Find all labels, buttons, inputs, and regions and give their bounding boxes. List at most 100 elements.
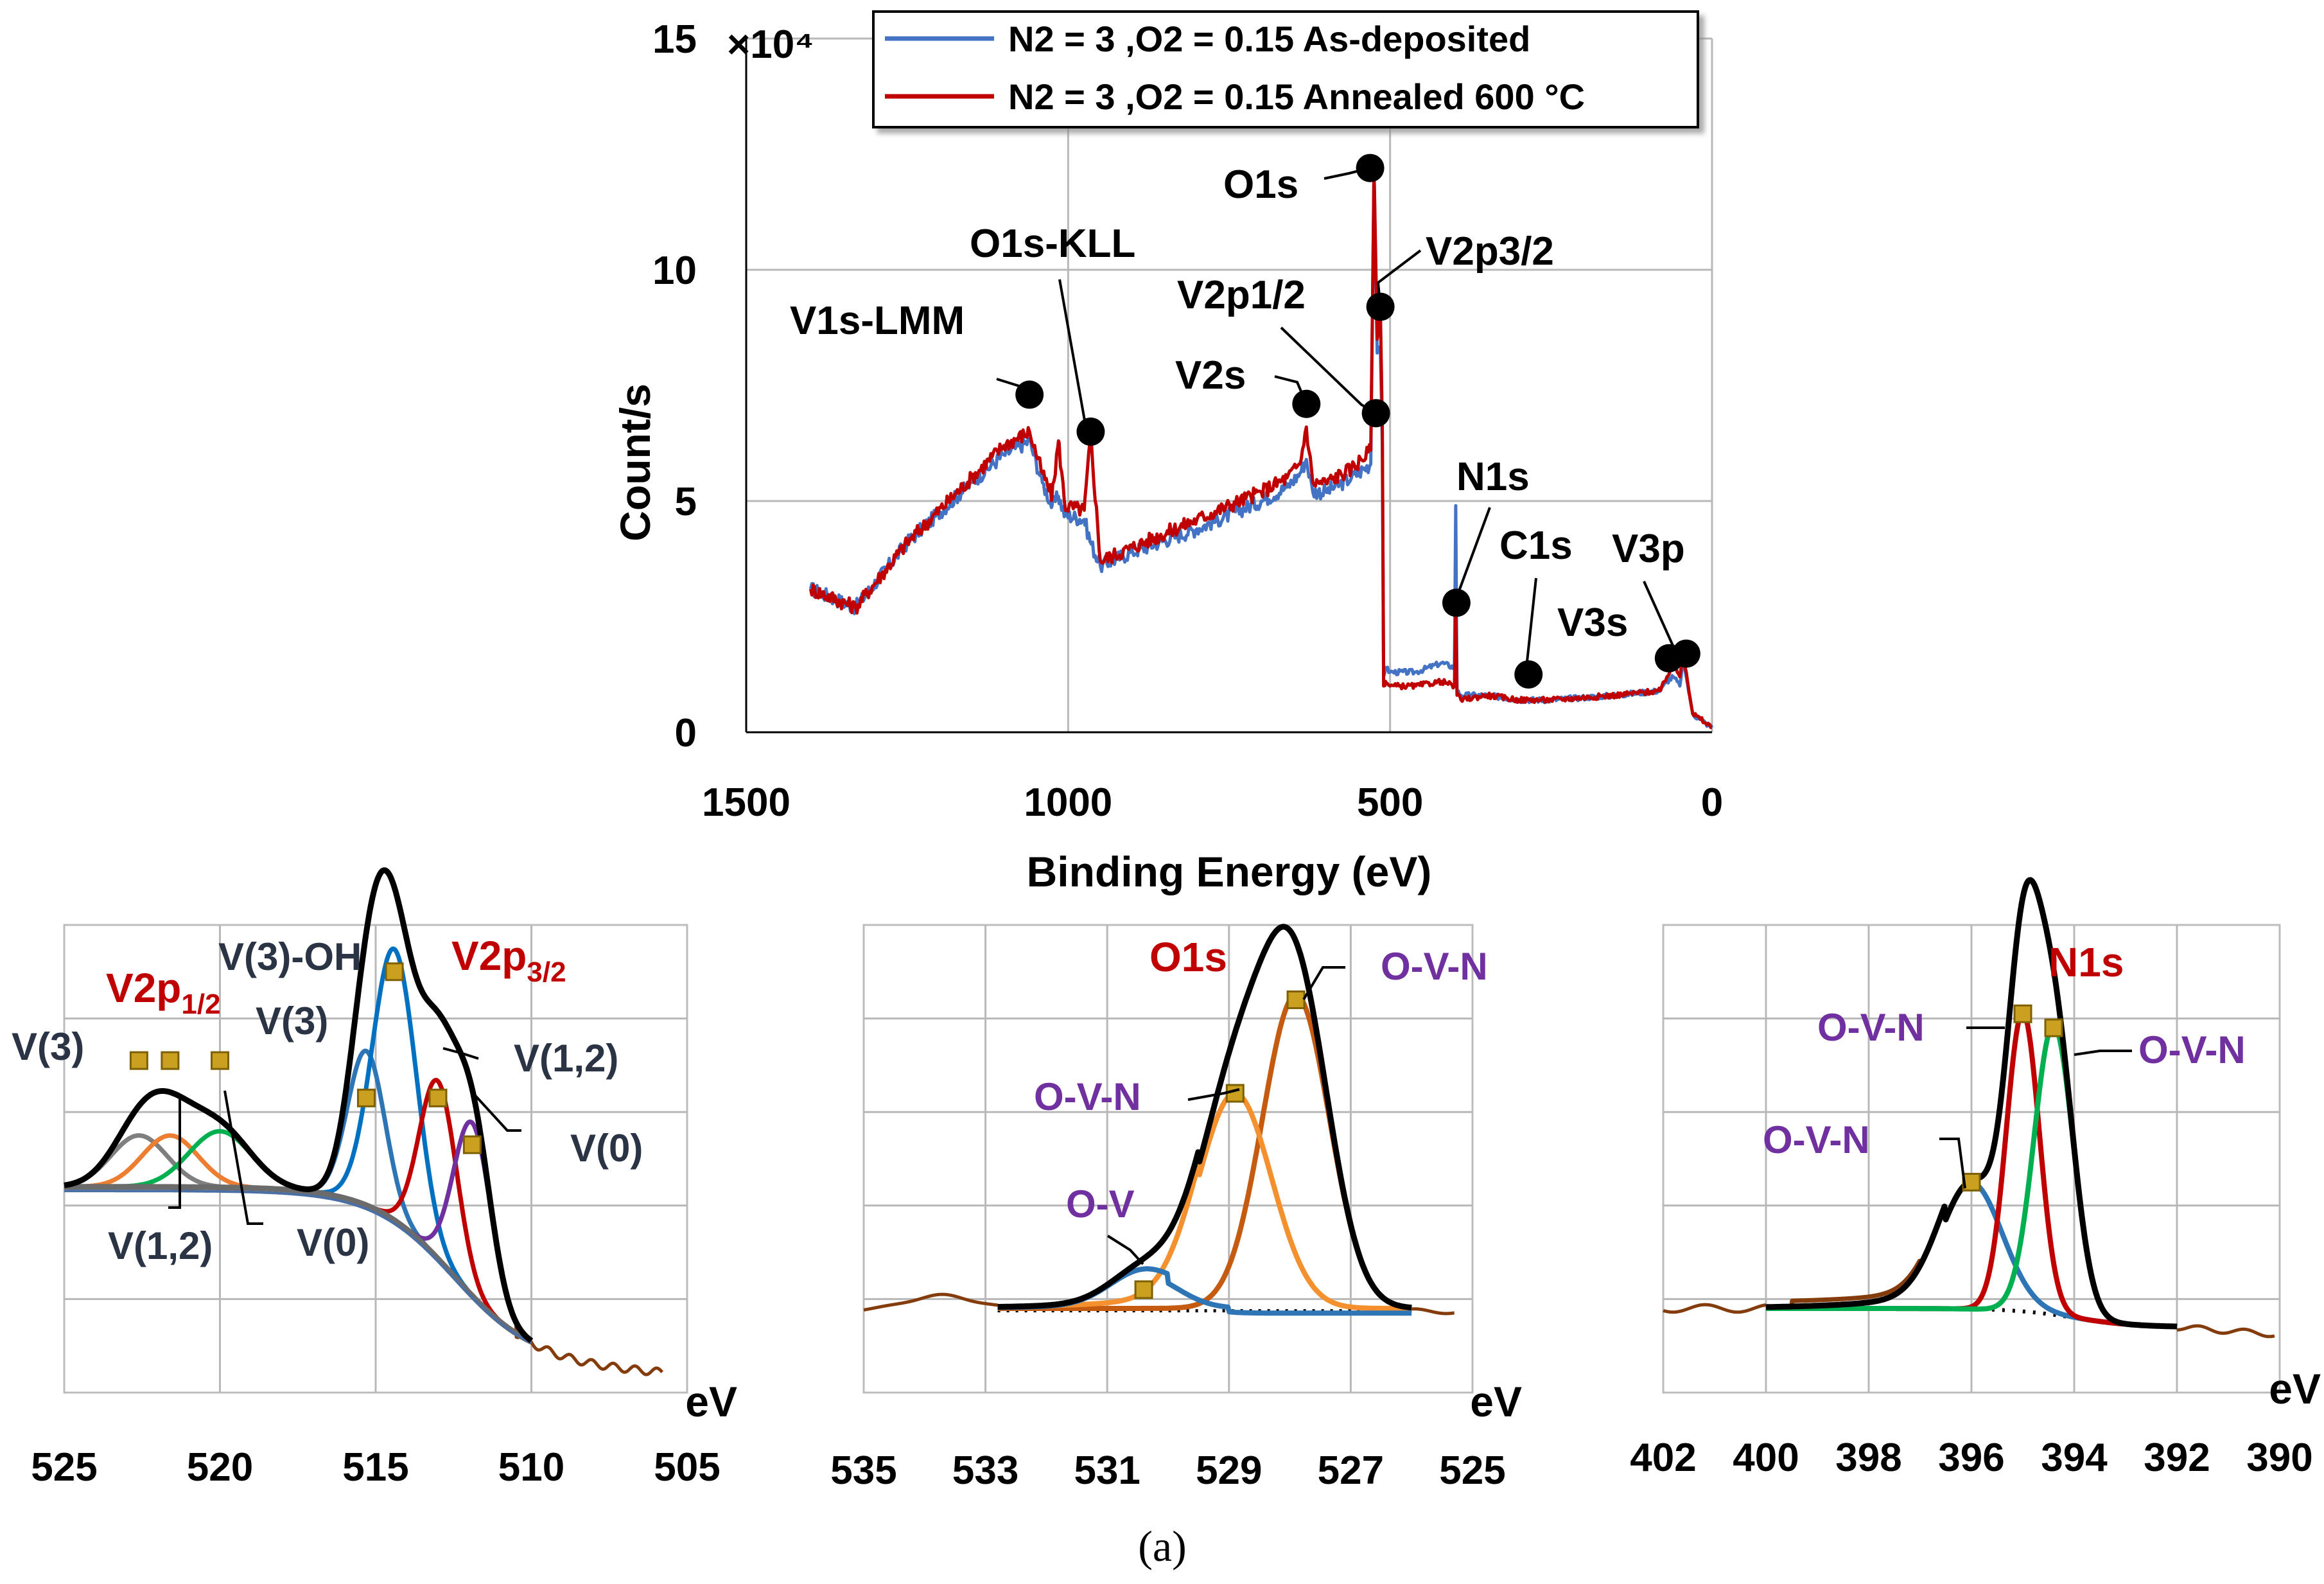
survey-peak-label: V2p3/2 [1426, 229, 1554, 274]
survey-peak-marker [1367, 293, 1395, 321]
o1s-frame [864, 925, 1472, 1393]
survey-x-ticks: 1500 1000 500 0 [702, 780, 1723, 825]
n1s-x-tick-label: 398 [1835, 1436, 1901, 1480]
o1s-x-tick-label: 533 [952, 1448, 1018, 1493]
v2p-label-v0-right: V(0) [570, 1127, 643, 1170]
survey-y-label: Count/s [611, 383, 659, 541]
v2p-x-tick-label: 510 [498, 1445, 564, 1490]
v2p-peak-marker [358, 1089, 374, 1106]
survey-annotation-leader [1060, 279, 1090, 432]
survey-peak-label: N1s [1456, 455, 1530, 499]
n1s-label-ovn-right: O-V-N [2138, 1028, 2246, 1071]
survey-x-label: Binding Energy (eV) [1027, 848, 1432, 895]
o1s-x-tick-label: 527 [1318, 1448, 1384, 1493]
survey-chart: 0 5 10 15 1500 1000 500 0 ×10⁴ Count/s Binding… [611, 12, 1723, 895]
n1s-data-right [2177, 1326, 2275, 1337]
survey-peak-marker [1442, 588, 1471, 617]
o1s-x-label: eV [1470, 1378, 1522, 1425]
o1s-x-ticks: 535 533 531 529 527 525 [830, 1448, 1505, 1493]
n1s-x-tick-label: 400 [1733, 1436, 1799, 1480]
survey-peak-marker [1292, 390, 1320, 418]
n1s-x-tick-label: 402 [1630, 1436, 1696, 1480]
survey-y-tick-label: 10 [652, 249, 697, 293]
survey-x-tick-label: 1000 [1024, 780, 1112, 825]
n1s-x-label: eV [2269, 1365, 2321, 1412]
o1s-peak-marker [1135, 1281, 1152, 1298]
n1s-gridlines [1663, 925, 2280, 1393]
o1s-panel: 535 533 531 529 527 525 eV O1s O-V-N O-V-N O-… [830, 925, 1522, 1493]
n1s-panel: 402 400 398 396 394 392 390 eV N1s O-V-N O-V-N… [1630, 880, 2321, 1480]
n1s-x-tick-label: 396 [1938, 1436, 2004, 1480]
n1s-peak-marker [2045, 1019, 2062, 1036]
survey-y-tick-label: 15 [652, 17, 697, 62]
n1s-x-tick-label: 390 [2246, 1436, 2312, 1480]
survey-peak-marker [1362, 399, 1390, 427]
survey-y-tick-label: 5 [675, 480, 697, 524]
o1s-peak-marker [1227, 1085, 1243, 1102]
survey-peak-label: O1s-KLL [970, 222, 1135, 266]
v2p-label-v12-right: V(1,2) [514, 1037, 618, 1080]
survey-peak-label: V2p1/2 [1177, 273, 1306, 317]
o1s-x-tick-label: 535 [830, 1448, 896, 1493]
v2p-data-tail [516, 1322, 662, 1375]
survey-peak-label: V3p [1612, 527, 1685, 571]
survey-legend[interactable]: N2 = 3 ,O2 = 0.15 As-deposited N2 = 3 ,O… [873, 12, 1698, 127]
xps-figure: 051015 1500 1000 500 0 ×10⁴ Count/s Binding… [0, 0, 2324, 1584]
survey-peak-label: V2s [1175, 353, 1246, 398]
o1s-data-left [864, 1294, 998, 1310]
v2p-label-v0-bottom: V(0) [297, 1221, 369, 1264]
v2p-label-v2p32: V2p3/2 [451, 933, 566, 988]
o1s-label-ovn-top: O-V-N [1381, 945, 1488, 988]
v2p-x-label: eV [685, 1378, 737, 1425]
o1s-gridlines [864, 925, 1472, 1393]
v2p-x-ticks: 525 520 515 510 505 [31, 1445, 720, 1490]
o1s-label-ovn-mid: O-V-N [1034, 1075, 1141, 1118]
o1s-x-tick-label: 531 [1074, 1448, 1140, 1493]
survey-x-tick-label: 0 [1701, 780, 1723, 825]
survey-peak-marker [1356, 154, 1385, 182]
v2p-label-v3-mid: V(3) [256, 999, 328, 1043]
v2p-peak-marker [430, 1089, 446, 1106]
survey-annotation-leader [1527, 578, 1536, 674]
survey-peak-marker [1076, 418, 1105, 446]
v2p-label-v12-bottom: V(1,2) [108, 1224, 213, 1267]
survey-peak-label: C1s [1499, 524, 1573, 568]
v2p-x-tick-label: 505 [654, 1445, 720, 1490]
n1s-label-ovn-left: O-V-N [1817, 1006, 1925, 1049]
o1s-peak-marker [1288, 991, 1304, 1008]
o1s-label-ov: O-V [1066, 1183, 1135, 1226]
n1s-peak-marker [2014, 1005, 2031, 1022]
survey-peak-label: V3s [1557, 601, 1628, 645]
v2p-label-v3-left: V(3) [12, 1025, 84, 1068]
o1s-title: O1s [1149, 934, 1227, 980]
n1s-title: N1s [2049, 939, 2124, 985]
o1s-x-tick-label: 525 [1439, 1448, 1505, 1493]
v2p-label-v2p12: V2p1/2 [106, 965, 221, 1020]
figure-caption: (a) [1138, 1522, 1186, 1571]
survey-y-ticks: 0 5 10 15 [652, 17, 697, 755]
v2p-x-tick-label: 520 [187, 1445, 253, 1490]
v2p-peak-marker [162, 1052, 179, 1069]
survey-x-tick-label: 500 [1357, 780, 1423, 825]
o1s-curves [864, 927, 1455, 1314]
legend-label-annealed: N2 = 3 ,O2 = 0.15 Annealed 600 °C [1008, 76, 1585, 117]
v2p-panel: 525 520 515 510 505 eV V(3) V2p1/2 V(3) V(3)… [12, 870, 737, 1490]
o1s-data-right [1411, 1309, 1454, 1314]
v2p-peak-marker [212, 1052, 229, 1069]
survey-annotation-leader [1456, 507, 1490, 603]
n1s-data-left [1663, 1305, 1766, 1312]
v2p-x-tick-label: 525 [31, 1445, 97, 1490]
n1s-x-ticks: 402 400 398 396 394 392 390 [1630, 1436, 2312, 1480]
survey-y-tick-label: 0 [675, 711, 697, 755]
o1s-component-ovn-2 [998, 1093, 1412, 1308]
v2p-peak-marker [464, 1136, 480, 1153]
v2p-component-v12 [64, 1080, 532, 1342]
n1s-x-tick-label: 394 [2041, 1436, 2108, 1480]
n1s-curves [1663, 880, 2275, 1337]
survey-y-multiplier: ×10⁴ [727, 22, 814, 67]
survey-peak-marker [1015, 380, 1044, 409]
survey-peak-label: O1s [1223, 163, 1298, 207]
survey-peak-label: V1s-LMM [790, 299, 965, 343]
v2p-x-tick-label: 515 [342, 1445, 408, 1490]
